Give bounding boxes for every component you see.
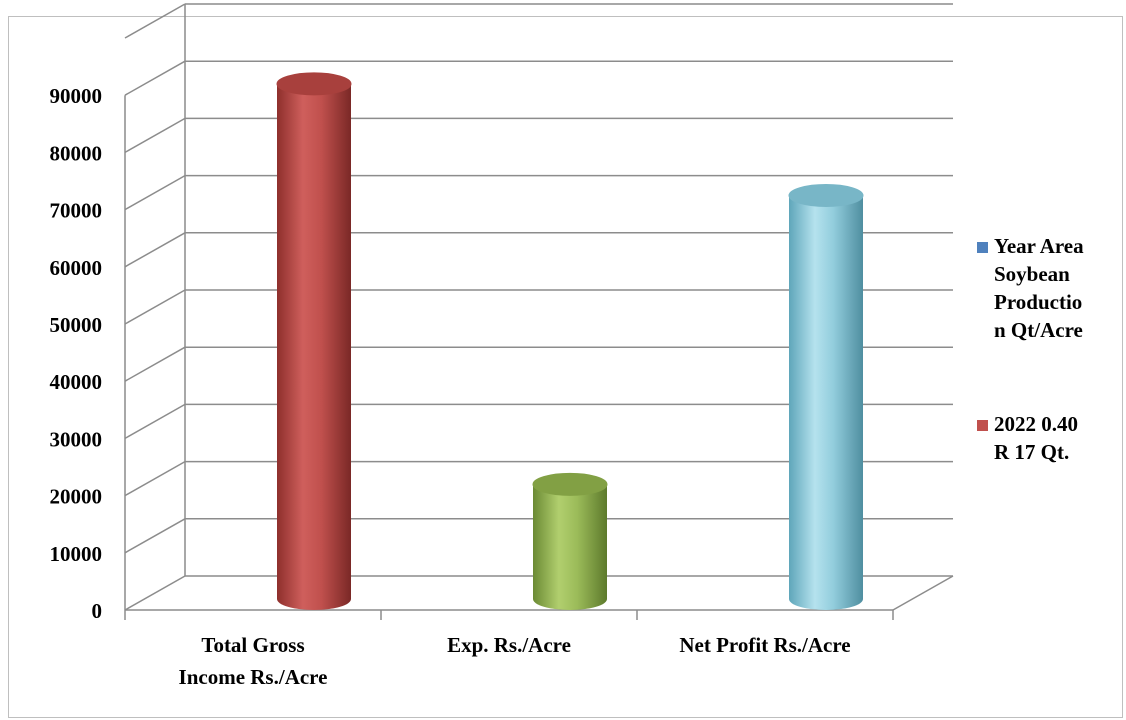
floor-right-edge (892, 575, 954, 611)
y-tick-label: 10000 (50, 542, 103, 566)
gridline-diagonal (124, 3, 186, 39)
y-tick-label: 30000 (50, 427, 103, 451)
gridline-diagonal (124, 174, 186, 211)
legend-label-2022: 2022 0.40 R 17 Qt. (994, 410, 1126, 466)
gridline-diagonal (124, 346, 186, 382)
y-tick-label: 40000 (50, 370, 103, 394)
gridline-diagonal (124, 232, 186, 268)
gridline-diagonal (124, 403, 186, 440)
y-tick-label: 90000 (50, 84, 103, 108)
legend-item-2022: 2022 0.40 R 17 Qt. (976, 410, 1126, 466)
bar (276, 72, 352, 611)
chart-frame (8, 16, 1123, 718)
x-tick-label: Exp. Rs./Acre (447, 633, 571, 657)
legend-label-line: Soybean (994, 262, 1070, 286)
legend-label-line: n Qt/Acre (994, 318, 1083, 342)
y-tick-label: 20000 (50, 485, 103, 509)
x-tick-label: Total Gross (201, 633, 304, 657)
y-tick-label: 0 (92, 599, 103, 623)
bar (532, 472, 608, 610)
y-tick-label: 50000 (50, 313, 103, 337)
gridline-diagonal (124, 575, 186, 611)
bar-body (789, 195, 863, 610)
legend-swatch-2022 (977, 420, 988, 431)
bar (788, 183, 864, 610)
legend-label-line: 2022 0.40 (994, 412, 1078, 436)
legend-label-production: Year Area Soybean Productio n Qt/Acre (994, 232, 1126, 344)
bar-body (533, 484, 607, 610)
legend-label-line: Year Area (994, 234, 1084, 258)
gridline-diagonal (124, 117, 186, 154)
x-tick-label: Net Profit Rs./Acre (679, 633, 850, 657)
bar-body (277, 83, 351, 611)
x-tick-label: Income Rs./Acre (179, 665, 328, 689)
y-tick-label: 80000 (50, 141, 103, 165)
bar-top (532, 472, 608, 496)
gridline-diagonal (124, 518, 186, 554)
y-tick-label: 60000 (50, 256, 103, 280)
legend-label-line: Productio (994, 290, 1083, 314)
y-tick-label: 70000 (50, 199, 103, 223)
bar-top (788, 183, 864, 207)
gridline-diagonal (124, 60, 186, 96)
bar-top (276, 72, 352, 96)
legend-swatch-production (977, 242, 988, 253)
gridline-diagonal (124, 289, 186, 325)
gridline-diagonal (124, 460, 186, 497)
legend-label-line: R 17 Qt. (994, 440, 1070, 464)
legend-item-production: Year Area Soybean Productio n Qt/Acre (976, 232, 1126, 344)
legend: Year Area Soybean Productio n Qt/Acre 2022 … (976, 232, 1126, 466)
